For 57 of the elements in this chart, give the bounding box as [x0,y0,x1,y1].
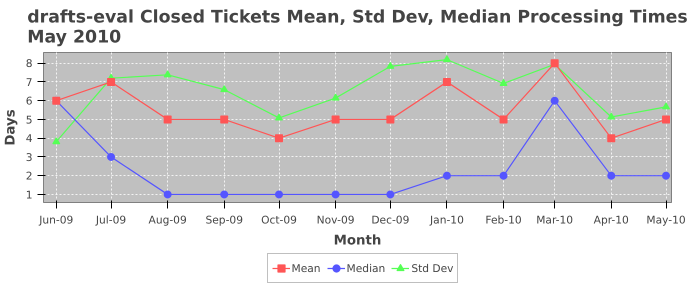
chart-title: drafts-eval Closed Tickets Mean, Std Dev, Median Processing Times May 2010 [27,8,688,48]
y-tick-label: 4 [26,132,33,146]
point [275,190,283,198]
point [164,115,172,124]
legend-label: Std Dev [411,262,454,274]
x-tick-label: Feb-10 [485,214,522,226]
x-tick-label: Mar-10 [536,214,574,226]
point [164,70,172,78]
y-axis-title: Days [4,109,19,146]
x-tick-label: Aug-09 [148,214,187,226]
point [607,134,616,142]
x-tick-label: Dec-09 [371,214,410,226]
point [442,172,451,180]
y-tick-label: 2 [26,170,32,183]
point [662,102,670,110]
x-tick-label: Oct-09 [261,214,298,226]
point [550,96,559,105]
point [107,152,116,161]
point [662,115,670,124]
point [442,78,451,86]
point [332,115,340,124]
y-tick-label: 1 [26,188,32,202]
point [500,172,508,180]
x-tick-label: Apr-10 [594,214,630,226]
point [386,62,394,69]
point [52,137,60,144]
x-tick-label: Jun-09 [38,214,74,226]
point [607,172,616,180]
y-tick-label: 7 [26,76,32,89]
point [275,134,283,142]
point [164,190,172,198]
point [220,115,228,124]
legend-label: Mean [292,262,321,274]
x-tick-label: Sep-09 [205,214,244,226]
point [386,190,394,198]
point [220,190,228,198]
point [607,112,616,120]
x-axis-title: Month [334,234,382,248]
point [107,78,116,86]
point [442,55,451,62]
y-tick-label: 5 [26,113,32,126]
x-tick-label: May-10 [646,214,686,226]
point [275,113,283,120]
y-tick-label: 6 [26,94,33,108]
point [662,172,670,180]
point [500,115,508,124]
point [332,190,340,198]
y-tick-label: 3 [26,150,32,164]
point [386,115,394,124]
x-tick-label: Jan-10 [429,214,464,226]
y-tick-label: 8 [26,57,33,70]
legend-label: Median [346,262,386,274]
x-tick-label: Nov-09 [316,214,355,226]
point [500,78,508,86]
point [220,85,228,92]
x-tick-label: Jul-09 [94,214,126,226]
point [332,94,340,101]
